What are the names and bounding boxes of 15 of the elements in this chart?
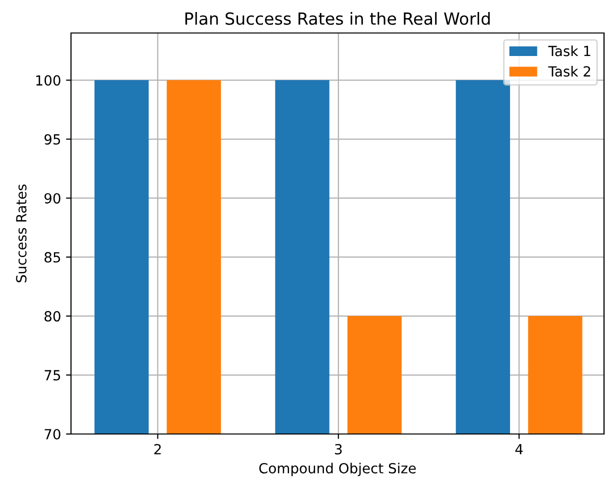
y-tick-label: 75	[44, 370, 60, 381]
legend-label: Task 1	[548, 46, 590, 56]
y-tick-label: 85	[44, 252, 60, 263]
chart-title: Plan Success Rates in the Real World	[185, 12, 490, 25]
y-tick-label: 80	[44, 311, 60, 322]
x-axis-title: Compound Object Size	[259, 462, 416, 476]
y-tick-label: 100	[36, 75, 60, 86]
x-tick-label: 2	[154, 444, 161, 454]
x-tick-label: 3	[335, 444, 342, 454]
y-tick-label: 70	[44, 428, 60, 440]
y-axis-title: Success Rates	[16, 184, 27, 282]
x-tick-label: 4	[515, 444, 523, 454]
y-tick-label: 95	[44, 134, 60, 145]
legend-label: Task 2	[548, 66, 590, 77]
y-tick-label: 90	[44, 193, 60, 204]
